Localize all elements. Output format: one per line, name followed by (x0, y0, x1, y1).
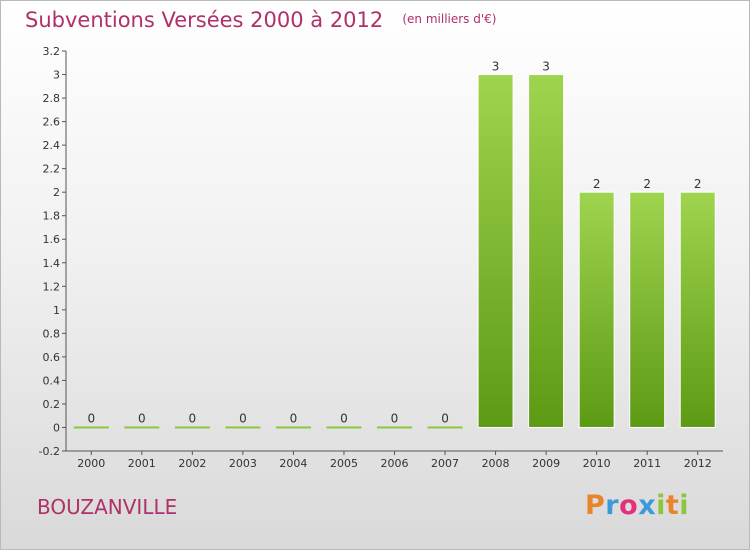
x-tick-label: 2011 (633, 457, 661, 470)
y-tick-label: 1.2 (43, 280, 61, 293)
y-tick-label: 2 (53, 186, 60, 199)
x-tick-label: 2006 (381, 457, 409, 470)
bar (578, 191, 615, 428)
x-tick-label: 2007 (431, 457, 459, 470)
y-tick-label: 3.2 (43, 45, 61, 58)
logo-letter: t (665, 490, 680, 521)
data-label: 0 (340, 411, 348, 425)
bars (73, 74, 716, 429)
y-tick-label: 1.8 (43, 210, 61, 223)
bar (124, 426, 160, 429)
y-tick-label: 2.4 (43, 139, 61, 152)
logo-letter: r (605, 490, 620, 521)
bar (528, 74, 565, 428)
x-tick-label: 2009 (532, 457, 560, 470)
data-label: 0 (441, 411, 449, 425)
bar (477, 74, 514, 428)
logo-letter: o (619, 490, 639, 521)
data-label: 0 (87, 411, 95, 425)
y-tick-label: 0.2 (43, 398, 61, 411)
bar (275, 426, 311, 429)
x-tick-label: 2001 (128, 457, 156, 470)
x-tick-label: 2004 (279, 457, 307, 470)
bar (679, 191, 716, 428)
data-label: 3 (542, 60, 550, 74)
y-tick-label: 1 (53, 304, 60, 317)
y-tick-label: 0.4 (43, 374, 61, 387)
y-tick-label: 2.8 (43, 92, 61, 105)
chart-subtitle: (en milliers d'€) (402, 12, 497, 26)
x-tick-label: 2012 (684, 457, 712, 470)
bar (427, 426, 463, 429)
data-label: 0 (239, 411, 247, 425)
y-tick-label: 0.6 (43, 351, 61, 364)
x-tick-label: 2010 (583, 457, 611, 470)
data-label: 0 (290, 411, 298, 425)
data-label: 0 (138, 411, 146, 425)
logo-letter: i (679, 490, 690, 521)
x-tick-label: 2002 (178, 457, 206, 470)
x-tick-label: 2003 (229, 457, 257, 470)
chart-title: Subventions Versées 2000 à 2012 (25, 8, 384, 32)
logo-letter: i (656, 490, 666, 521)
bar (174, 426, 210, 429)
y-tick-label: 0 (53, 421, 60, 434)
bar (73, 426, 109, 429)
y-tick-label: -0.2 (39, 445, 60, 458)
x-tick-label: 2005 (330, 457, 358, 470)
data-label: 0 (391, 411, 399, 425)
bar (225, 426, 261, 429)
x-tick-label: 2000 (77, 457, 105, 470)
y-tick-label: 1.4 (43, 257, 61, 270)
bar (326, 426, 362, 429)
y-tick-label: 2.6 (43, 116, 61, 129)
data-label: 2 (694, 177, 702, 191)
title-row: Subventions Versées 2000 à 2012 (en mill… (25, 8, 496, 32)
logo-letter: P (585, 490, 606, 521)
y-tick-label: 0.8 (43, 327, 61, 340)
data-labels: 0 0 0 0 0 0 0 0 3 3 2 2 2 (87, 60, 701, 426)
logo-letter: x (638, 490, 657, 521)
data-label: 2 (593, 177, 601, 191)
bar (629, 191, 666, 428)
axes: -0.2 0 0.2 0.4 0.6 0.8 1 1.2 1.4 1.6 1.8 2 2.2 2.4 2.6… (39, 45, 723, 470)
x-tick-label: 2008 (482, 457, 510, 470)
bar (377, 426, 412, 429)
y-tick-label: 2.2 (43, 163, 61, 176)
data-label: 2 (643, 177, 651, 191)
y-tick-label: 1.6 (43, 233, 61, 246)
commune-name: BOUZANVILLE (37, 495, 178, 519)
y-tick-label: 3 (53, 69, 60, 82)
proxiti-logo: Proxiti (585, 490, 689, 521)
data-label: 0 (189, 411, 197, 425)
data-label: 3 (492, 60, 500, 74)
